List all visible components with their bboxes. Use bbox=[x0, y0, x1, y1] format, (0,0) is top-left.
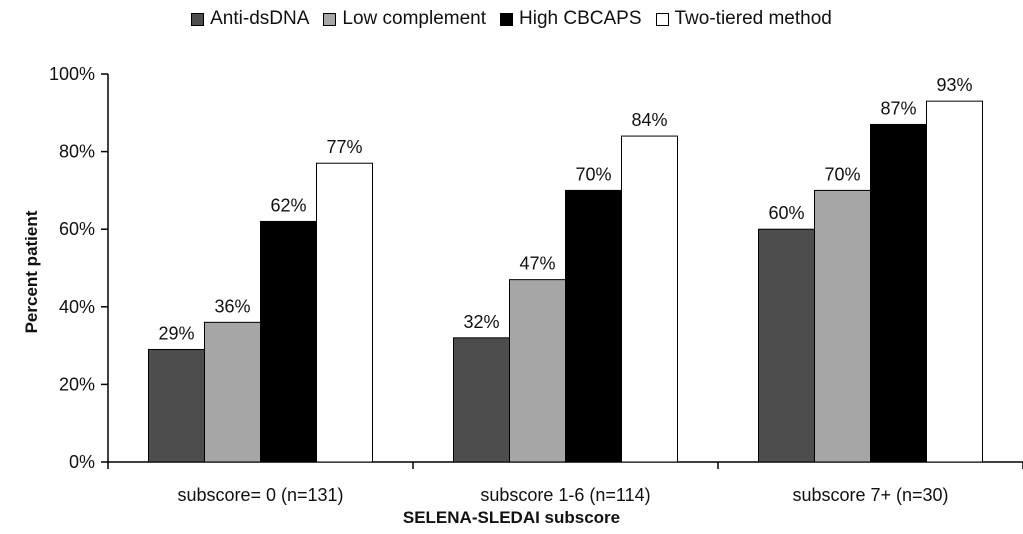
bar bbox=[926, 100, 983, 463]
y-tick-label: 100% bbox=[49, 64, 95, 84]
legend-swatch-high-cbcaps bbox=[500, 12, 513, 26]
y-tick-label: 40% bbox=[59, 297, 95, 317]
legend-label-anti-dsdna: Anti-dsDNA bbox=[210, 8, 310, 29]
y-axis-title: Percent patient bbox=[22, 210, 41, 334]
data-label: 47% bbox=[519, 254, 555, 274]
legend-label-high-cbcaps: High CBCAPS bbox=[519, 8, 642, 29]
data-label: 87% bbox=[880, 98, 916, 118]
data-label: 77% bbox=[326, 137, 362, 157]
y-tick-label: 0% bbox=[69, 452, 95, 472]
legend-item-low-complement: Low complement bbox=[323, 8, 486, 30]
data-label: 29% bbox=[158, 323, 194, 343]
legend-swatch-two-tiered bbox=[655, 12, 669, 26]
bar bbox=[565, 189, 622, 463]
bar bbox=[621, 135, 678, 463]
bar bbox=[260, 220, 317, 463]
bar bbox=[453, 337, 510, 463]
data-label: 60% bbox=[768, 203, 804, 223]
data-label: 70% bbox=[575, 164, 611, 184]
legend-item-high-cbcaps: High CBCAPS bbox=[500, 8, 642, 30]
legend-swatch-anti-dsdna bbox=[191, 12, 205, 26]
x-axis-title: SELENA-SLEDAI subscore bbox=[402, 508, 621, 527]
x-tick-label: subscore= 0 (n=131) bbox=[177, 485, 343, 505]
bar bbox=[509, 279, 566, 463]
bar bbox=[758, 228, 815, 463]
bar bbox=[204, 321, 261, 463]
legend-item-two-tiered: Two-tiered method bbox=[655, 8, 832, 30]
bar bbox=[148, 348, 205, 463]
data-label: 93% bbox=[936, 75, 972, 95]
y-tick-label: 60% bbox=[59, 219, 95, 239]
data-label: 70% bbox=[824, 164, 860, 184]
legend-label-low-complement: Low complement bbox=[342, 8, 486, 29]
bar bbox=[814, 189, 871, 463]
data-label: 62% bbox=[270, 195, 306, 215]
legend-swatch-low-complement bbox=[323, 12, 337, 26]
y-tick-label: 20% bbox=[59, 374, 95, 394]
legend-item-anti-dsdna: Anti-dsDNA bbox=[191, 8, 309, 30]
bar bbox=[316, 162, 373, 463]
bar bbox=[870, 123, 927, 463]
data-label: 32% bbox=[463, 312, 499, 332]
chart-legend: Anti-dsDNA Low complement High CBCAPS Tw… bbox=[0, 8, 1023, 30]
y-tick-label: 80% bbox=[59, 142, 95, 162]
x-tick-label: subscore 7+ (n=30) bbox=[792, 485, 948, 505]
data-label: 36% bbox=[214, 296, 250, 316]
x-tick-label: subscore 1-6 (n=114) bbox=[480, 485, 650, 505]
data-label: 84% bbox=[631, 110, 667, 130]
legend-label-two-tiered: Two-tiered method bbox=[674, 8, 832, 29]
